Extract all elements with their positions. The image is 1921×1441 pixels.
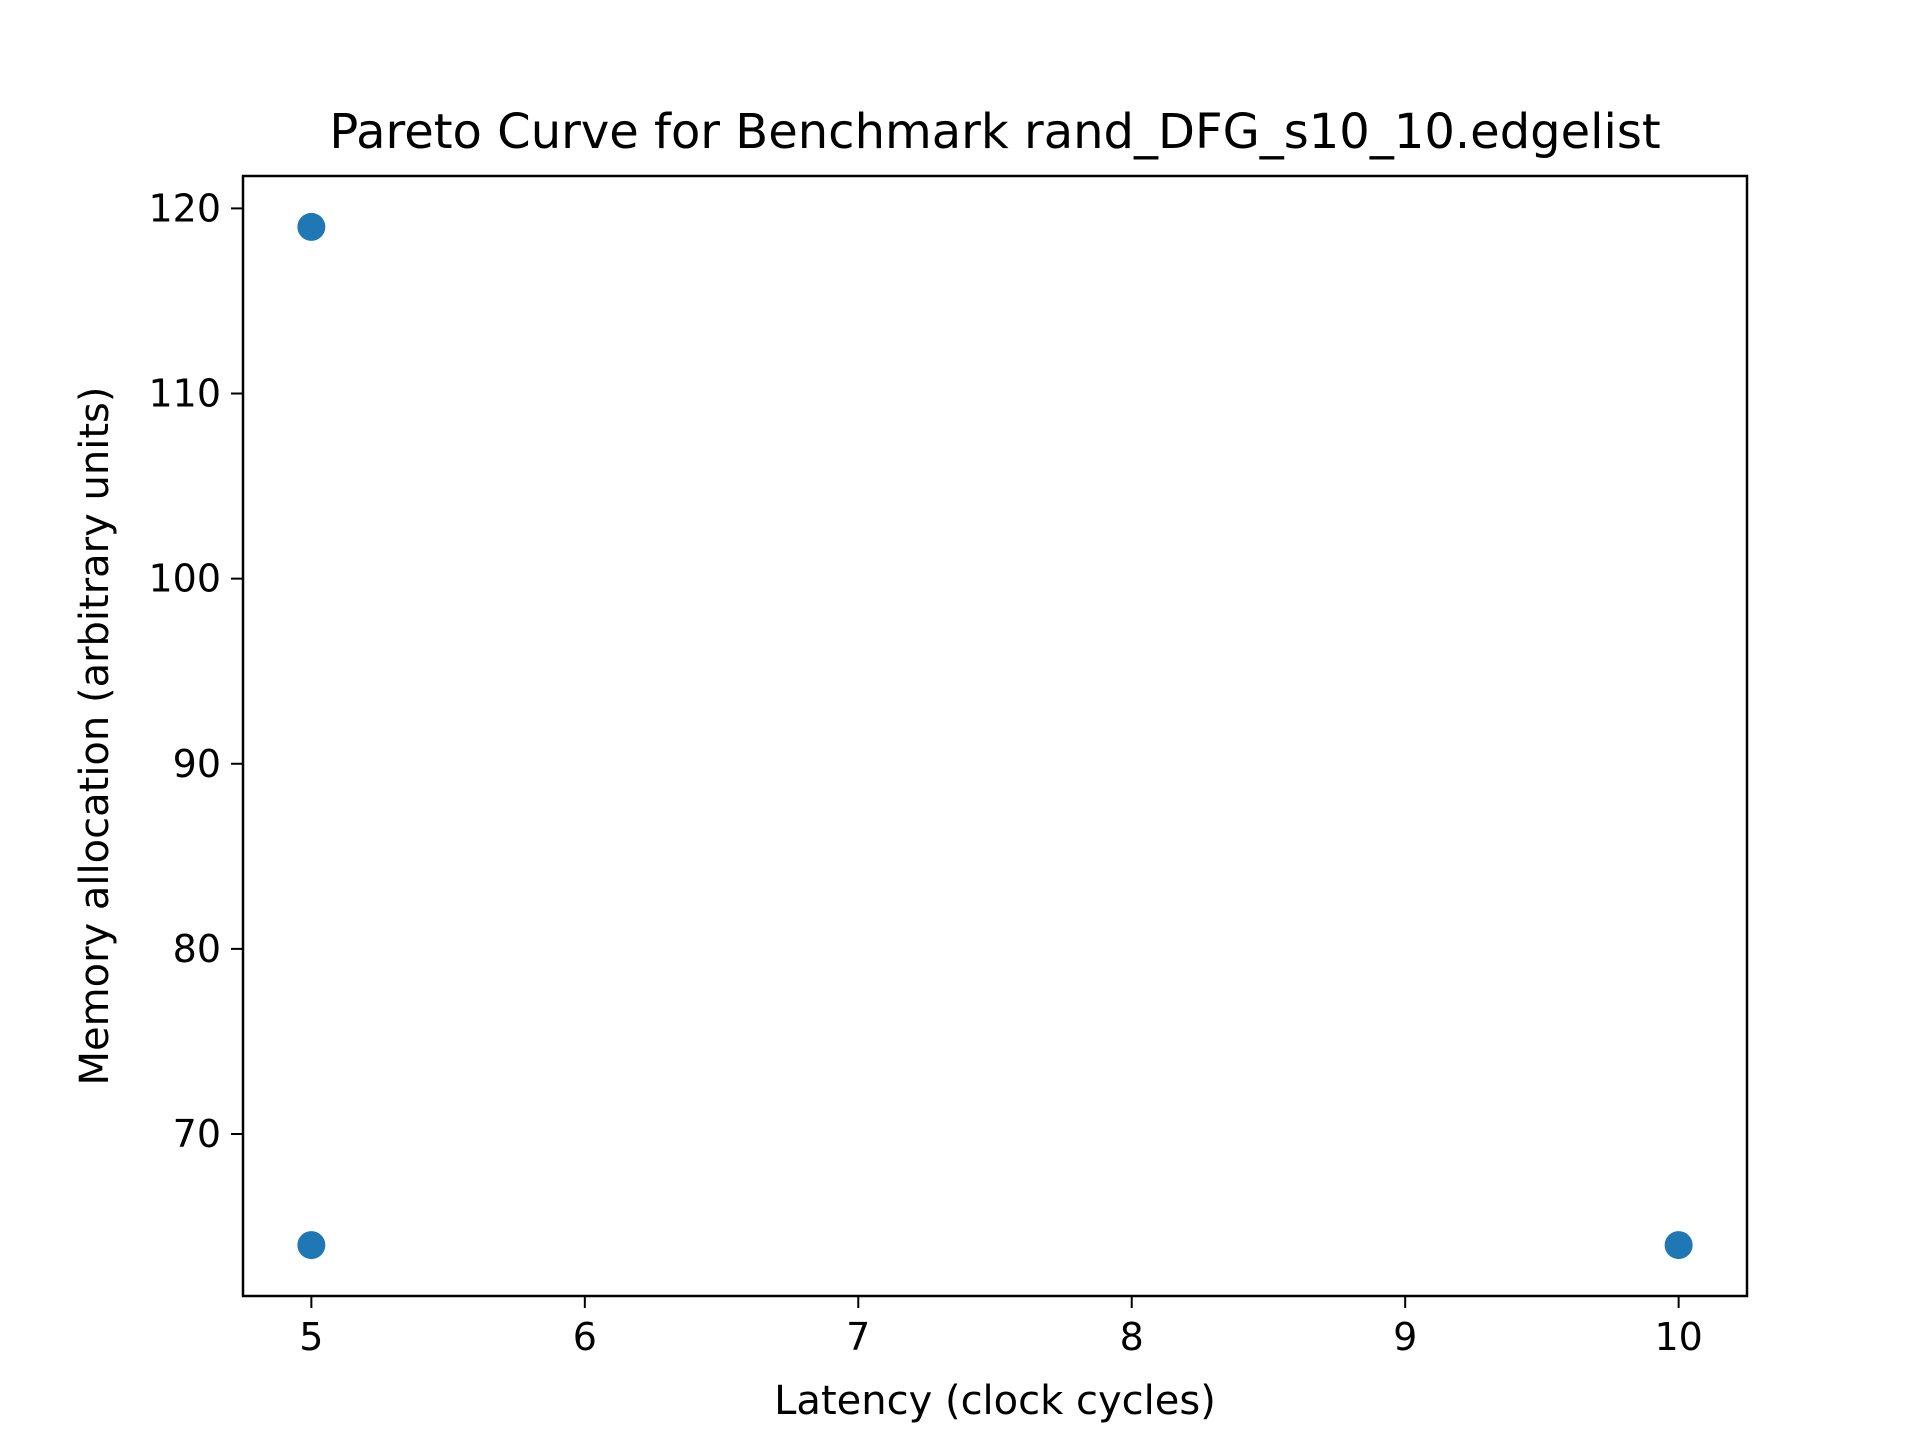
data-point	[297, 212, 326, 241]
x-tick-label: 8	[1120, 1315, 1144, 1359]
data-point	[297, 1231, 326, 1260]
y-tick-label: 120	[148, 186, 221, 230]
y-tick-label: 70	[173, 1112, 221, 1156]
x-tick-label: 9	[1393, 1315, 1417, 1359]
x-tick-label: 6	[573, 1315, 597, 1359]
plot-frame	[241, 174, 1749, 1298]
chart-title: Pareto Curve for Benchmark rand_DFG_s10_…	[329, 104, 1660, 160]
x-tick-label: 5	[299, 1315, 323, 1359]
data-point	[1664, 1231, 1693, 1260]
x-tick-label: 7	[846, 1315, 870, 1359]
y-tick-label: 100	[148, 557, 221, 601]
ticks-layer: 5 6 7 8 9 10 70 80 90 100 110 120	[148, 186, 1702, 1359]
y-axis-label: Memory allocation (arbitrary units)	[72, 387, 118, 1086]
y-tick-label: 90	[173, 742, 221, 786]
y-tick-label: 110	[148, 372, 221, 416]
x-axis-label: Latency (clock cycles)	[774, 1378, 1216, 1424]
x-tick-label: 10	[1654, 1315, 1702, 1359]
points-layer	[297, 212, 1693, 1260]
y-tick-label: 80	[173, 927, 221, 971]
